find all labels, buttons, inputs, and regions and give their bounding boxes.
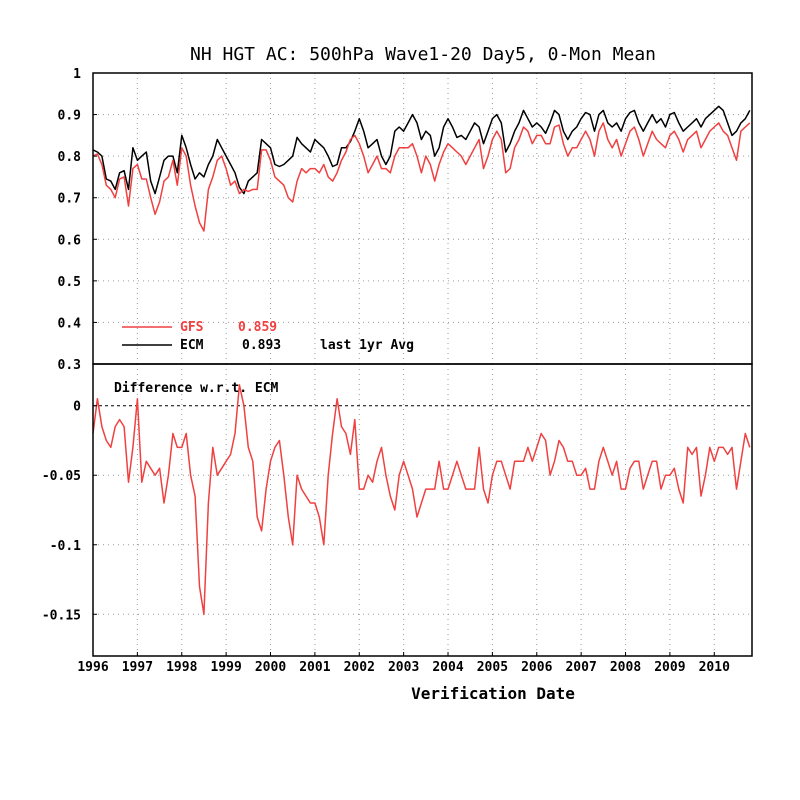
x-axis-label: Verification Date (411, 684, 575, 703)
x-tick-label: 2008 (610, 660, 641, 675)
top-y-tick-label: 0.8 (58, 150, 82, 165)
x-tick-label: 2001 (299, 660, 330, 675)
top-y-tick-label: 1 (73, 67, 81, 82)
x-tick-label: 2010 (699, 660, 730, 675)
x-tick-label: 1998 (166, 660, 197, 675)
top-panel-series (92, 105, 751, 232)
x-tick-label: 1999 (210, 660, 241, 675)
series-line-ecm (92, 105, 751, 195)
top-y-tick-label: 0.7 (58, 192, 81, 207)
top-y-tick-label: 0.5 (58, 275, 81, 290)
x-tick-label: 2000 (255, 660, 286, 675)
x-tick-label: 2009 (654, 660, 685, 675)
x-tick-label: 2007 (565, 660, 596, 675)
bottom-panel-y-ticks: 0 -0.05 -0.1 -0.15 (42, 400, 97, 623)
top-y-tick-label: 0.6 (58, 233, 82, 248)
bottom-y-tick-label: 0 (73, 400, 81, 415)
legend-ecm-name: ECM (180, 338, 204, 353)
top-panel-grid (93, 73, 752, 364)
x-tick-label: 2002 (344, 660, 375, 675)
x-ticks: 1996 1997 1998 1999 2000 2001 2002 2003 2004 2005… (77, 652, 730, 675)
legend-gfs-name: GFS (180, 320, 204, 335)
series-line-gfs (92, 122, 751, 232)
x-tick-label: 2005 (477, 660, 508, 675)
bottom-y-tick-label: -0.05 (42, 469, 81, 484)
legend-ecm-value: 0.893 (242, 338, 281, 353)
bottom-y-tick-label: -0.15 (42, 608, 81, 623)
x-tick-label: 2006 (521, 660, 552, 675)
bottom-panel-grid (93, 364, 752, 656)
legend: GFS 0.859 ECM 0.893 last 1yr Avg (122, 320, 414, 353)
top-y-tick-label: 0.3 (58, 358, 81, 373)
top-panel-y-ticks: 1 0.9 0.8 0.7 0.6 0.5 0.4 0.3 (58, 67, 97, 373)
x-tick-label: 2004 (432, 660, 463, 675)
top-y-tick-label: 0.9 (58, 109, 81, 124)
chart-title: NH HGT AC: 500hPa Wave1-20 Day5, 0-Mon M… (190, 44, 656, 65)
bottom-panel-frame (92, 363, 753, 657)
top-y-tick-label: 0.4 (58, 316, 82, 331)
x-tick-label: 1997 (122, 660, 153, 675)
panel-frames (92, 72, 753, 657)
bottom-panel-series (92, 384, 751, 616)
difference-panel-label: Difference w.r.t. ECM (114, 381, 279, 396)
difference-line (92, 384, 751, 616)
legend-ecm-note: last 1yr Avg (320, 338, 414, 353)
x-tick-label: 1996 (77, 660, 108, 675)
legend-gfs-value: 0.859 (238, 320, 277, 335)
bottom-y-tick-label: -0.1 (50, 539, 81, 554)
x-tick-label: 2003 (388, 660, 419, 675)
